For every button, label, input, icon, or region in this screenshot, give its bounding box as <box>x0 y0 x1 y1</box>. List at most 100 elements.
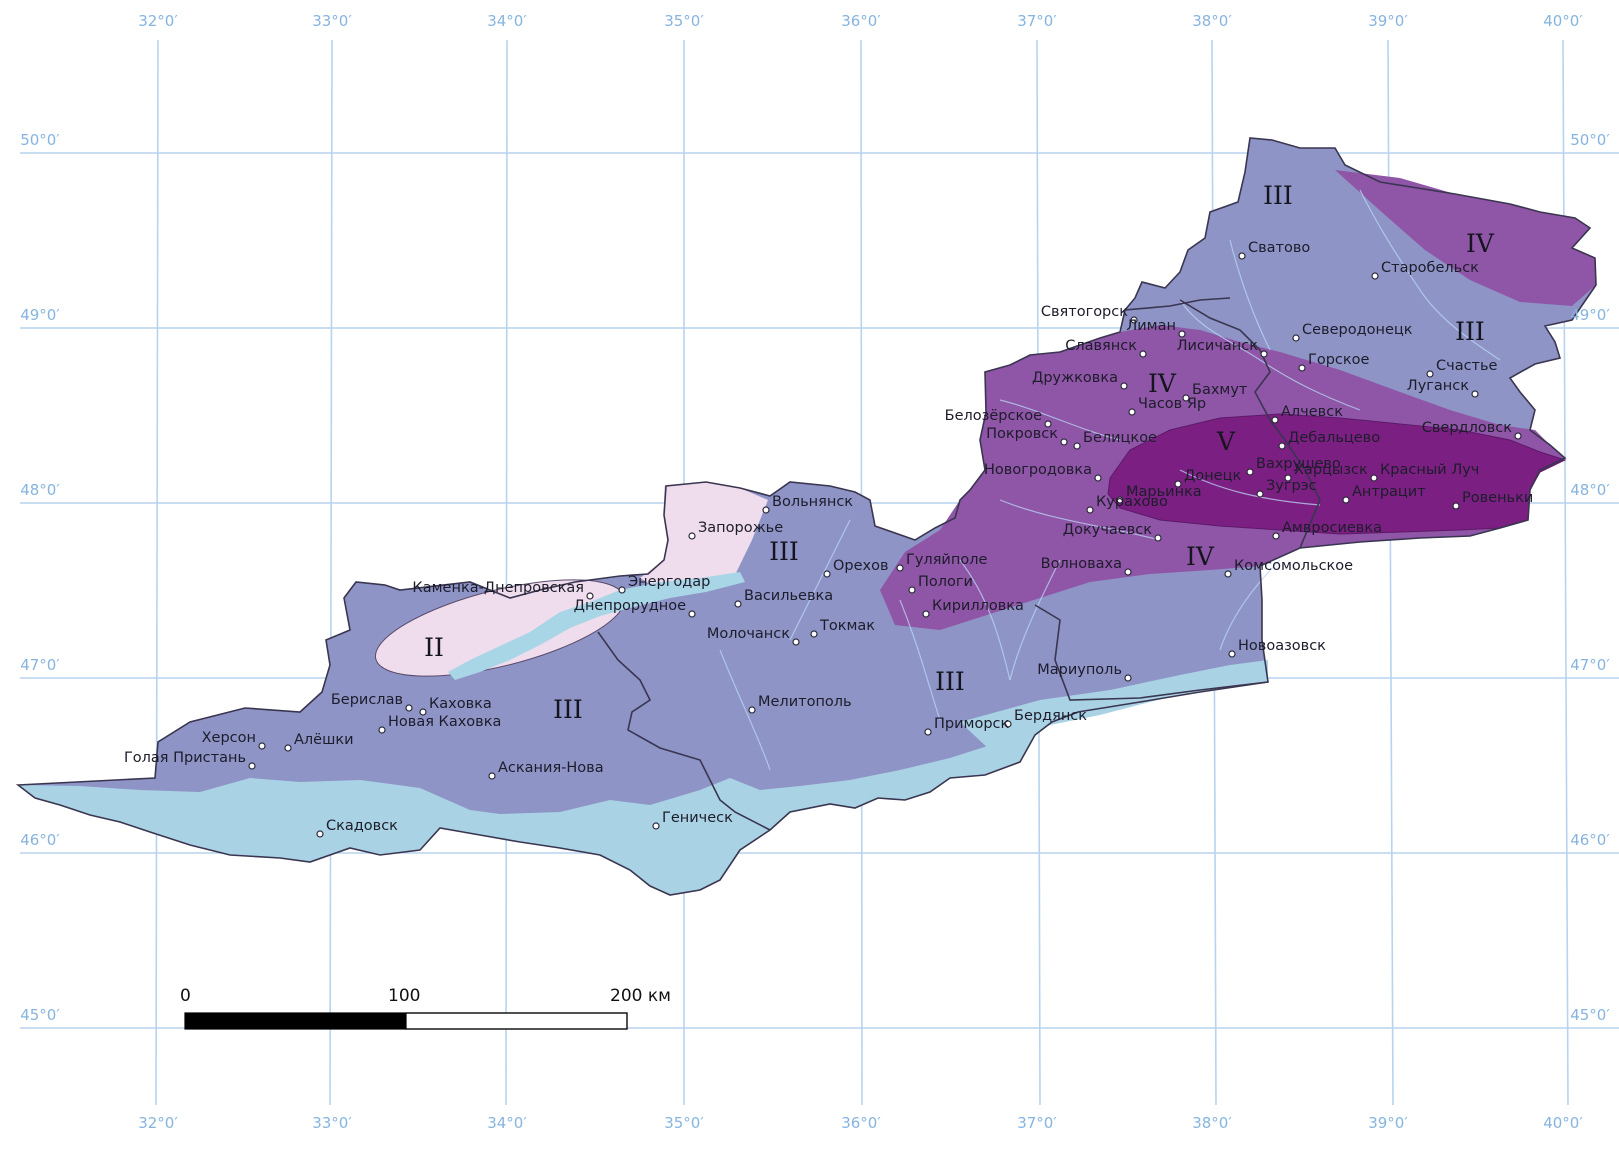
lat-label-right: 50°0′ <box>1570 131 1610 149</box>
city-label: Горское <box>1308 352 1370 368</box>
city-marker <box>284 744 292 752</box>
lat-label-right: 48°0′ <box>1570 481 1610 499</box>
lon-label-bottom: 40°0′ <box>1543 1114 1583 1132</box>
city-label: Энергодар <box>628 574 710 590</box>
city-marker <box>1139 350 1147 358</box>
city-label: Белозёрское <box>945 408 1042 424</box>
kakhovka-reservoir <box>448 572 745 680</box>
coastal-lowland-east <box>960 660 1268 750</box>
city-label: Молочанск <box>707 626 790 642</box>
scale-bar-frame <box>184 1012 628 1030</box>
city-marker <box>1452 502 1460 510</box>
river <box>1219 559 1281 651</box>
lon-label-top: 39°0′ <box>1368 12 1408 30</box>
city-marker <box>618 586 626 594</box>
zone-label-IV-c: IV <box>1186 542 1215 571</box>
city-chasov_yar: Часов Яр <box>1128 396 1206 416</box>
border-zaporozhye-donetsk <box>1034 604 1269 701</box>
city-belitskoe: Белицкое <box>1073 430 1157 450</box>
city-label: Славянск <box>1065 338 1137 354</box>
zone-label-III-d: III <box>1263 181 1293 210</box>
lat-label-left: 50°0′ <box>20 131 60 149</box>
city-nova_kakhovka: Новая Каховка <box>378 714 501 734</box>
scale-bar-white <box>405 1012 628 1030</box>
city-kherson: Херсон <box>202 730 266 750</box>
city-marker <box>1514 432 1522 440</box>
city-marker <box>1182 394 1190 402</box>
city-marker <box>1178 330 1186 338</box>
city-zugres: Зугрэс <box>1256 478 1317 498</box>
city-marker <box>1174 480 1182 488</box>
city-volnyansk: Вольнянск <box>762 494 853 514</box>
zone-label-III-b: III <box>769 537 799 566</box>
city-label: Старобельск <box>1381 260 1479 276</box>
river <box>999 499 1161 541</box>
city-tokmak: Токмак <box>810 618 875 638</box>
city-label: Дружковка <box>1032 370 1118 386</box>
lat-label-left: 48°0′ <box>20 481 60 499</box>
lon-label-bottom: 32°0′ <box>138 1114 178 1132</box>
rivers <box>719 189 1501 771</box>
lon-label-top: 36°0′ <box>841 12 881 30</box>
city-label: Орехов <box>833 558 889 574</box>
city-label: Лиман <box>1126 318 1176 334</box>
city-label: Кирилловка <box>932 598 1024 614</box>
city-pologi: Пологи <box>908 574 973 594</box>
city-label: Херсон <box>202 730 256 746</box>
city-label: Новоазовск <box>1238 638 1326 654</box>
city-label: Днепрорудное <box>574 598 686 614</box>
scale-bar-black <box>185 1013 406 1029</box>
city-marker <box>1116 496 1124 504</box>
coastal-lowland <box>18 682 1268 895</box>
city-melitopol: Мелитополь <box>748 694 852 714</box>
scale-label-0: 0 <box>180 986 191 1006</box>
scale-bar: 0 100 200 км <box>180 986 671 1030</box>
zone-label-III-e: III <box>1455 317 1485 346</box>
city-label: Бердянск <box>1014 708 1087 724</box>
city-vakhrushevo: Вахрушево <box>1246 456 1341 476</box>
city-marker <box>1292 334 1300 342</box>
lat-label-left: 46°0′ <box>20 831 60 849</box>
city-label: Луганск <box>1407 378 1469 394</box>
city-marker <box>248 762 256 770</box>
lon-label-top: 32°0′ <box>138 12 178 30</box>
city-golaya_pristan: Голая Пристань <box>124 750 256 770</box>
lat-label-right: 45°0′ <box>1570 1006 1610 1024</box>
city-kurakhovo: Курахово <box>1086 494 1168 514</box>
city-marker <box>1154 534 1162 542</box>
city-berislav: Берислав <box>331 692 413 712</box>
grid-line-lon-34 <box>505 39 508 1106</box>
city-marker <box>1094 474 1102 482</box>
city-alchevsk: Алчевск <box>1271 404 1343 424</box>
city-marker <box>1256 490 1264 498</box>
river <box>1179 299 1361 411</box>
city-label: Комсомольское <box>1234 558 1353 574</box>
city-label: Мариуполь <box>1037 662 1122 678</box>
city-marker <box>688 610 696 618</box>
city-label: Докучаевск <box>1063 522 1152 538</box>
lon-label-top: 34°0′ <box>487 12 527 30</box>
city-label: Запорожье <box>698 520 783 536</box>
city-label: Голая Пристань <box>124 750 246 766</box>
border-dnr-lnr <box>1179 299 1321 549</box>
lat-label-left: 49°0′ <box>20 306 60 324</box>
city-marker <box>908 586 916 594</box>
city-marker <box>1371 272 1379 280</box>
city-label: Донецк <box>1184 468 1241 484</box>
city-marker <box>1004 720 1012 728</box>
city-marker <box>896 564 904 572</box>
city-marker <box>1246 468 1254 476</box>
city-marker <box>1260 350 1268 358</box>
city-volnovakha: Волноваха <box>1041 556 1132 576</box>
city-marker <box>1128 408 1136 416</box>
zone-label-V-a: V <box>1216 427 1236 456</box>
city-marker <box>1228 650 1236 658</box>
city-primorsk: Приморск <box>924 716 1010 736</box>
city-marker <box>1284 474 1292 482</box>
city-novoazovsk: Новоазовск <box>1228 638 1326 658</box>
lat-label-left: 45°0′ <box>20 1006 60 1024</box>
city-lugansk: Луганск <box>1407 378 1479 398</box>
city-marker <box>1224 570 1232 578</box>
lat-label-left: 47°0′ <box>20 656 60 674</box>
river <box>1009 559 1061 681</box>
